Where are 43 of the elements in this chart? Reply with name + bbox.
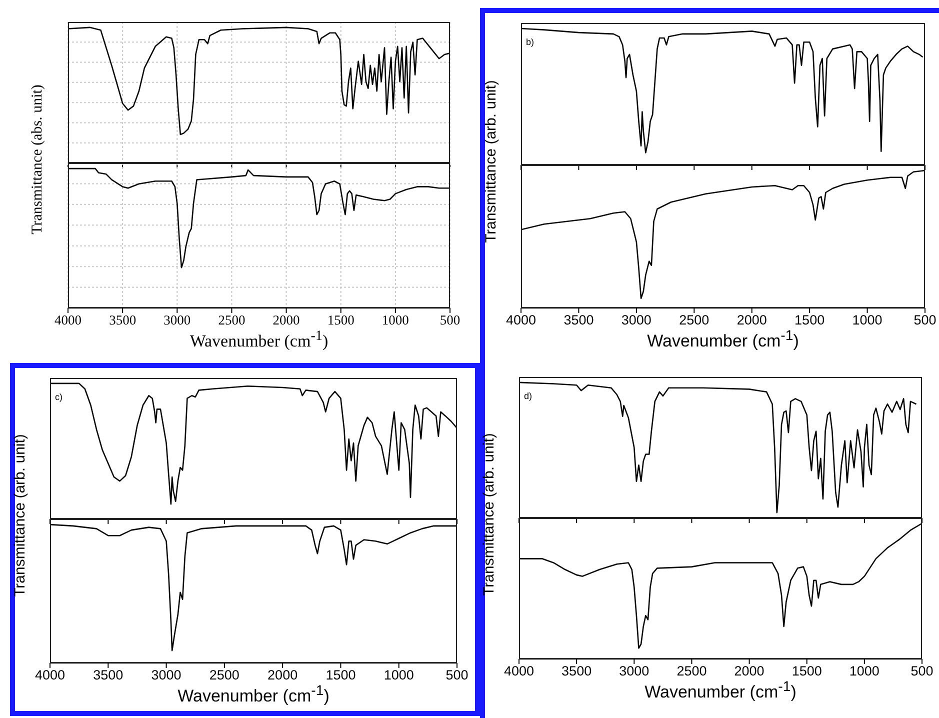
x-tick-label: 4000 xyxy=(54,312,82,328)
annotation: b) xyxy=(525,37,536,47)
x-tick-label: 2500 xyxy=(676,664,707,679)
x-tick-label: 1000 xyxy=(382,312,410,328)
x-tick-label: 3000 xyxy=(151,668,182,683)
annotation: c) xyxy=(54,392,64,402)
x-tick-label: 500 xyxy=(914,312,936,328)
x-tick-label: 1500 xyxy=(326,668,356,683)
x-tick-label: 2500 xyxy=(209,668,240,683)
x-tick-label: 500 xyxy=(440,312,460,328)
x-tick-label: 4000 xyxy=(506,312,536,328)
x-tick-label: 2000 xyxy=(736,312,767,328)
x-tick-label: 3500 xyxy=(562,664,592,679)
x-axis-title: Wavenumber (cm$^{-1}$) xyxy=(646,328,800,352)
x-tick-label: 1500 xyxy=(327,312,355,328)
x-tick-label: 2000 xyxy=(734,664,764,679)
x-tick-label: 3000 xyxy=(164,312,191,328)
x-tick-label: 4000 xyxy=(34,668,66,683)
y-axis-title: Transmittance (arb. unit) xyxy=(480,432,498,598)
x-tick-label: 500 xyxy=(910,664,934,679)
y-axis-title: Transmittance (abs. unit) xyxy=(30,84,46,236)
x-tick-label: 3500 xyxy=(564,312,594,328)
x-tick-label: 3500 xyxy=(109,312,136,328)
x-tick-label: 500 xyxy=(446,668,468,683)
x-tick-label: 3000 xyxy=(619,664,650,679)
x-tick-label: 2500 xyxy=(679,312,710,328)
x-tick-label: 3500 xyxy=(93,668,124,683)
x-axis-title: Wavenumber (cm$^{-1}$) xyxy=(644,679,798,703)
x-tick-label: 4000 xyxy=(504,664,534,679)
x-tick-label: 1500 xyxy=(794,312,825,328)
x-tick-label: 2000 xyxy=(268,668,298,683)
x-axis-title: Wavenumber (cm$^{-1}$) xyxy=(188,328,330,352)
x-tick-label: 1000 xyxy=(384,668,414,683)
x-tick-label: 1000 xyxy=(852,312,882,328)
y-axis-title: Transmittance (arb. unit) xyxy=(482,79,500,245)
x-tick-label: 2000 xyxy=(272,312,300,328)
x-tick-label: 3000 xyxy=(621,312,652,328)
annotation: d) xyxy=(523,391,534,401)
x-axis-title: Wavenumber (cm$^{-1}$) xyxy=(176,683,330,707)
x-tick-label: 1000 xyxy=(849,664,880,679)
x-tick-label: 1500 xyxy=(792,664,822,679)
y-axis-title: Transmittance (arb. unit) xyxy=(12,433,28,599)
x-tick-label: 2500 xyxy=(218,312,246,328)
